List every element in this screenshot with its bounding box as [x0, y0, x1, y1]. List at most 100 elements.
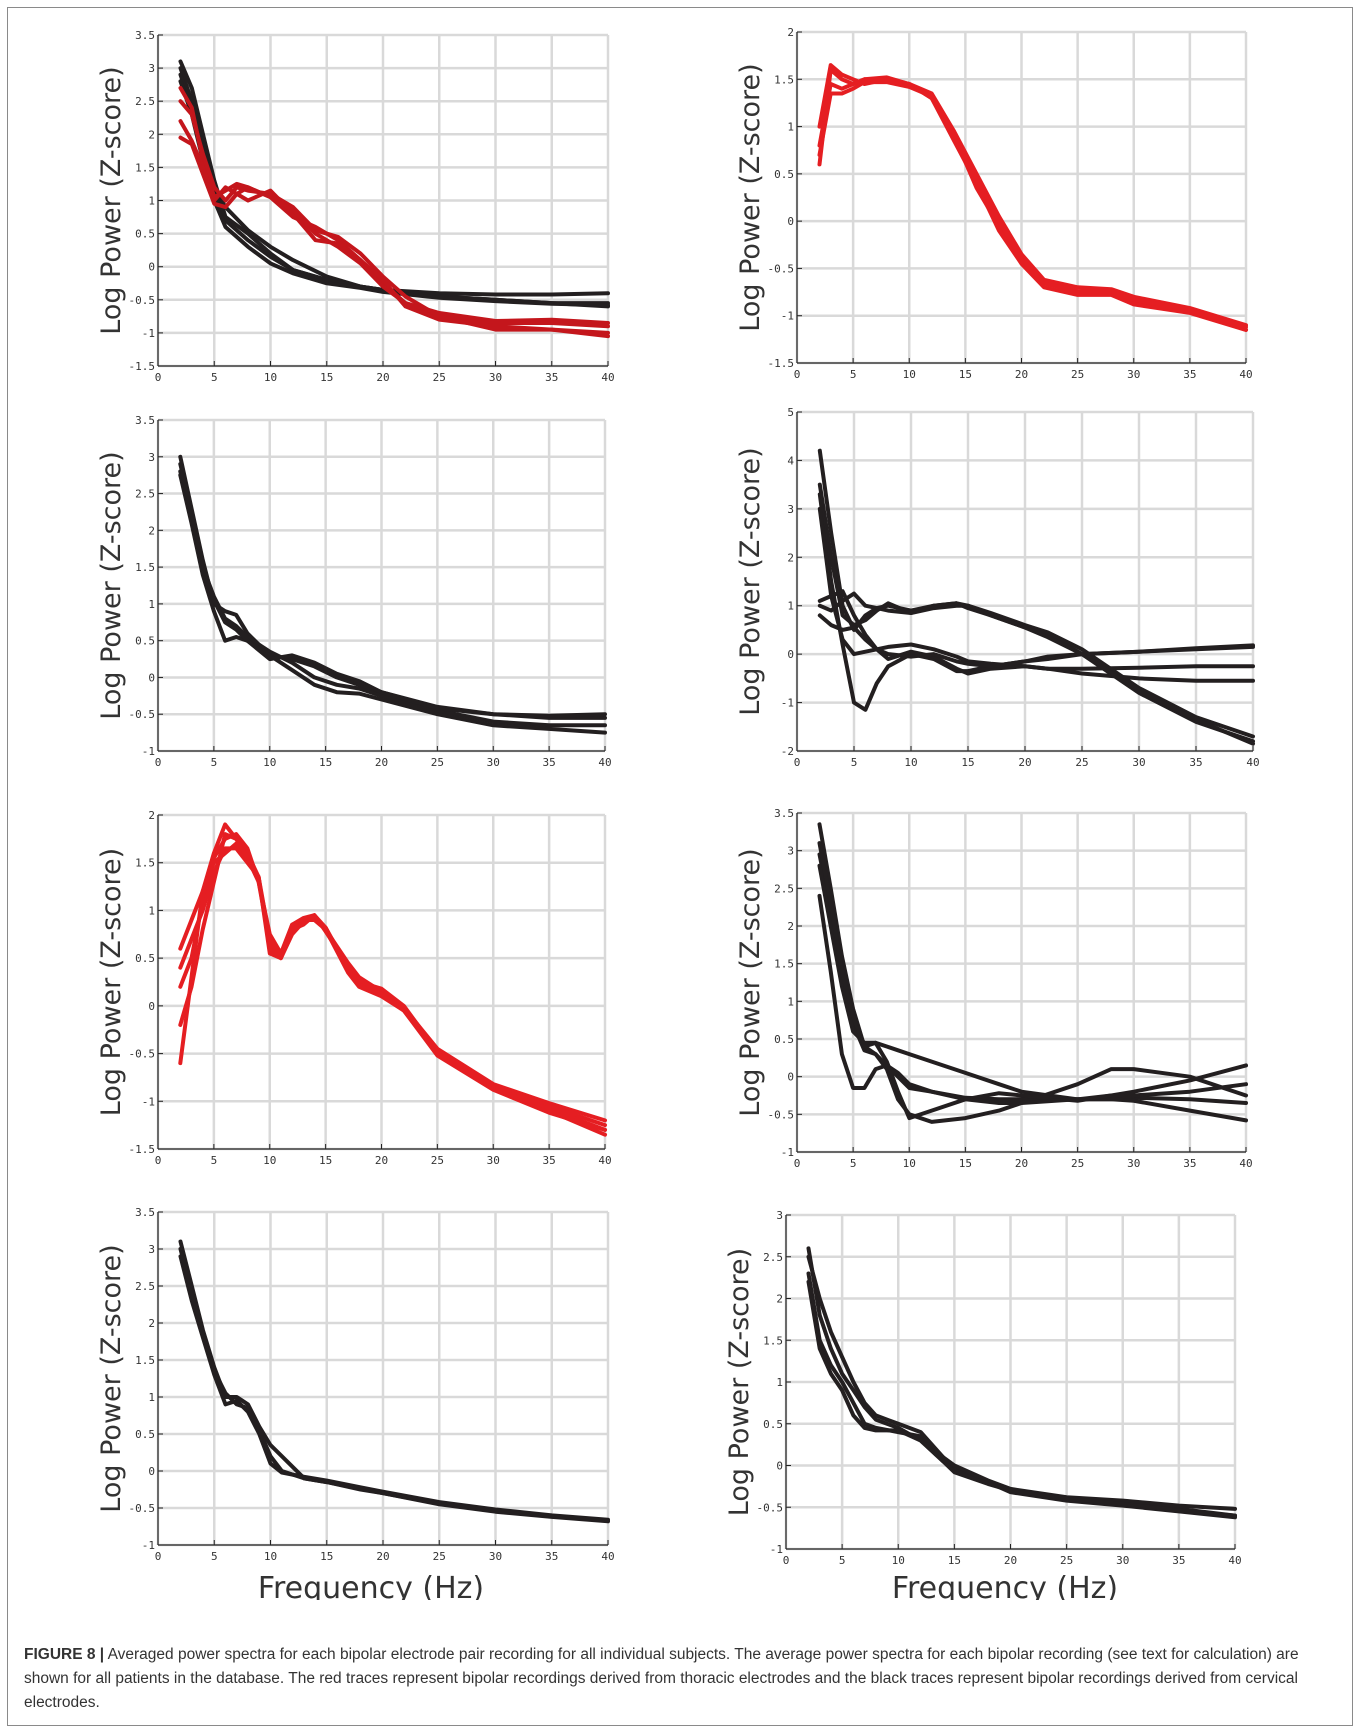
y-tick-label: 2.5 [135, 95, 155, 108]
chart-panel-1: 0 5 10 15 20 25 30 35 40 -1.5 -1 -0.5 0 0.5 1 1.5 2 2.5 3 3… [96, 29, 615, 384]
y-tick-label: 3.5 [774, 807, 794, 820]
series-line [817, 67, 1248, 332]
x-tick-label: 25 [1071, 368, 1084, 381]
chart-panel-5: 0 5 10 15 20 25 30 35 40 -1.5 -1 -0.5 0 0.5 1 1.5 2 Log P… [96, 809, 612, 1167]
chart-panel-7: 0 5 10 15 20 25 30 35 40 -1 -0.5 0 0.5 1 1.5 2 2.5 3 3.5 Lo… [96, 1206, 615, 1563]
y-tick-label: 0.5 [774, 168, 794, 181]
x-tick-label: 25 [433, 371, 446, 384]
series-line [178, 832, 607, 1128]
y-axis-label: Log Power (Z-score) [96, 848, 127, 1116]
x-tick-label: 15 [961, 756, 974, 769]
x-tick-label: 5 [850, 1157, 857, 1170]
y-tick-label: 1.5 [774, 73, 794, 86]
series-line [817, 591, 1255, 746]
x-tick-label: 10 [264, 371, 277, 384]
y-axis-label: Log Power (Z-score) [735, 848, 766, 1116]
y-tick-label: 2.5 [763, 1251, 783, 1264]
x-tick-label: 20 [1004, 1554, 1017, 1567]
y-axis-label: Log Power (Z-score) [724, 1248, 755, 1516]
y-tick-label: 2.5 [774, 882, 794, 895]
x-tick-label: 35 [1189, 756, 1202, 769]
y-tick-label: -1.5 [129, 360, 156, 373]
x-tick-label: 20 [1015, 368, 1028, 381]
y-axis-label: Log Power (Z-score) [96, 451, 127, 719]
y-tick-label: 1.5 [135, 561, 155, 574]
series-line [178, 79, 610, 308]
figure-panels: Frequency (Hz) Frequency (Hz) 0 5 10 15 20 25… [96, 26, 1260, 1600]
x-tick-label: 5 [211, 756, 218, 769]
chart-panel-6: 0 5 10 15 20 25 30 35 40 -1 -0.5 0 0.5 1 1.5 2 2.5 3 3.5 Lo… [735, 807, 1253, 1170]
y-tick-label: -1 [142, 745, 155, 758]
y-tick-label: 2 [148, 524, 155, 537]
y-tick-label: 3 [148, 451, 155, 464]
x-tick-label: 0 [794, 756, 801, 769]
series-line [817, 75, 1248, 328]
x-tick-label: 15 [959, 368, 972, 381]
y-tick-label: 1 [787, 995, 794, 1008]
series-line [178, 469, 607, 728]
x-tick-label: 15 [959, 1157, 972, 1170]
y-tick-label: 0.5 [763, 1418, 783, 1431]
x-tick-label: 25 [1060, 1554, 1073, 1567]
series-line [817, 482, 1255, 739]
y-tick-label: 2 [776, 1293, 783, 1306]
x-tick-label: 20 [376, 371, 389, 384]
series-line [178, 832, 607, 1132]
x-tick-label: 0 [783, 1554, 790, 1567]
y-tick-label: -2 [781, 745, 794, 758]
x-tick-label: 35 [1183, 1157, 1196, 1170]
y-tick-label: -0.5 [757, 1501, 784, 1514]
y-tick-label: 1 [787, 121, 794, 134]
y-tick-label: 1.5 [135, 1354, 155, 1367]
series-line [178, 135, 610, 325]
y-tick-label: -1 [781, 310, 794, 323]
y-tick-label: 1.5 [135, 857, 155, 870]
x-tick-label: 0 [155, 1550, 162, 1563]
x-tick-label: 35 [1183, 368, 1196, 381]
caption-text: Averaged power spectra for each bipolar … [24, 1646, 1299, 1711]
y-tick-label: -0.5 [129, 1502, 156, 1515]
series-line [817, 589, 1255, 683]
y-tick-label: 1 [148, 1391, 155, 1404]
series-line [806, 1254, 1237, 1511]
x-tick-label: 10 [892, 1554, 905, 1567]
x-tick-label: 15 [320, 1550, 333, 1563]
x-tick-label: 10 [263, 756, 276, 769]
series-line [806, 1271, 1237, 1520]
y-tick-label: 1 [148, 598, 155, 611]
y-tick-label: -1 [781, 1146, 794, 1159]
x-tick-label: 10 [263, 1154, 276, 1167]
y-axis-label: Log Power (Z-score) [96, 1244, 127, 1512]
y-tick-label: 0.5 [135, 1428, 155, 1441]
y-tick-label: 2 [787, 551, 794, 564]
y-axis-label: Log Power (Z-score) [735, 447, 766, 715]
y-tick-label: 3 [148, 62, 155, 75]
x-tick-label: 5 [211, 1550, 218, 1563]
y-tick-label: 1 [787, 600, 794, 613]
y-tick-label: 0.5 [135, 952, 155, 965]
x-tick-label: 40 [1228, 1554, 1241, 1567]
x-axis-label-left: Frequency (Hz) [258, 1571, 484, 1600]
x-tick-label: 30 [1132, 756, 1145, 769]
y-tick-label: 0 [148, 1000, 155, 1013]
y-tick-label: 0.5 [774, 1033, 794, 1046]
y-tick-label: 1 [148, 904, 155, 917]
x-tick-label: 40 [601, 1550, 614, 1563]
y-tick-label: -1 [142, 327, 155, 340]
x-tick-label: 25 [431, 756, 444, 769]
y-tick-label: 2.5 [135, 1280, 155, 1293]
y-tick-label: 1.5 [135, 161, 155, 174]
y-tick-label: 2.5 [135, 488, 155, 501]
x-tick-label: 40 [1239, 368, 1252, 381]
x-tick-label: 30 [489, 371, 502, 384]
x-tick-label: 30 [1116, 1554, 1129, 1567]
y-tick-label: 5 [787, 406, 794, 419]
x-tick-label: 20 [1018, 756, 1031, 769]
chart-panel-8: 0 5 10 15 20 25 30 35 40 -1 -0.5 0 0.5 1 1.5 2 2.5 3 Log P… [724, 1209, 1242, 1567]
x-tick-label: 30 [1127, 368, 1140, 381]
y-tick-label: 0 [787, 215, 794, 228]
x-tick-label: 15 [319, 756, 332, 769]
y-tick-label: 0 [787, 648, 794, 661]
y-tick-label: -0.5 [129, 1048, 156, 1061]
y-axis-label: Log Power (Z-score) [735, 63, 766, 331]
